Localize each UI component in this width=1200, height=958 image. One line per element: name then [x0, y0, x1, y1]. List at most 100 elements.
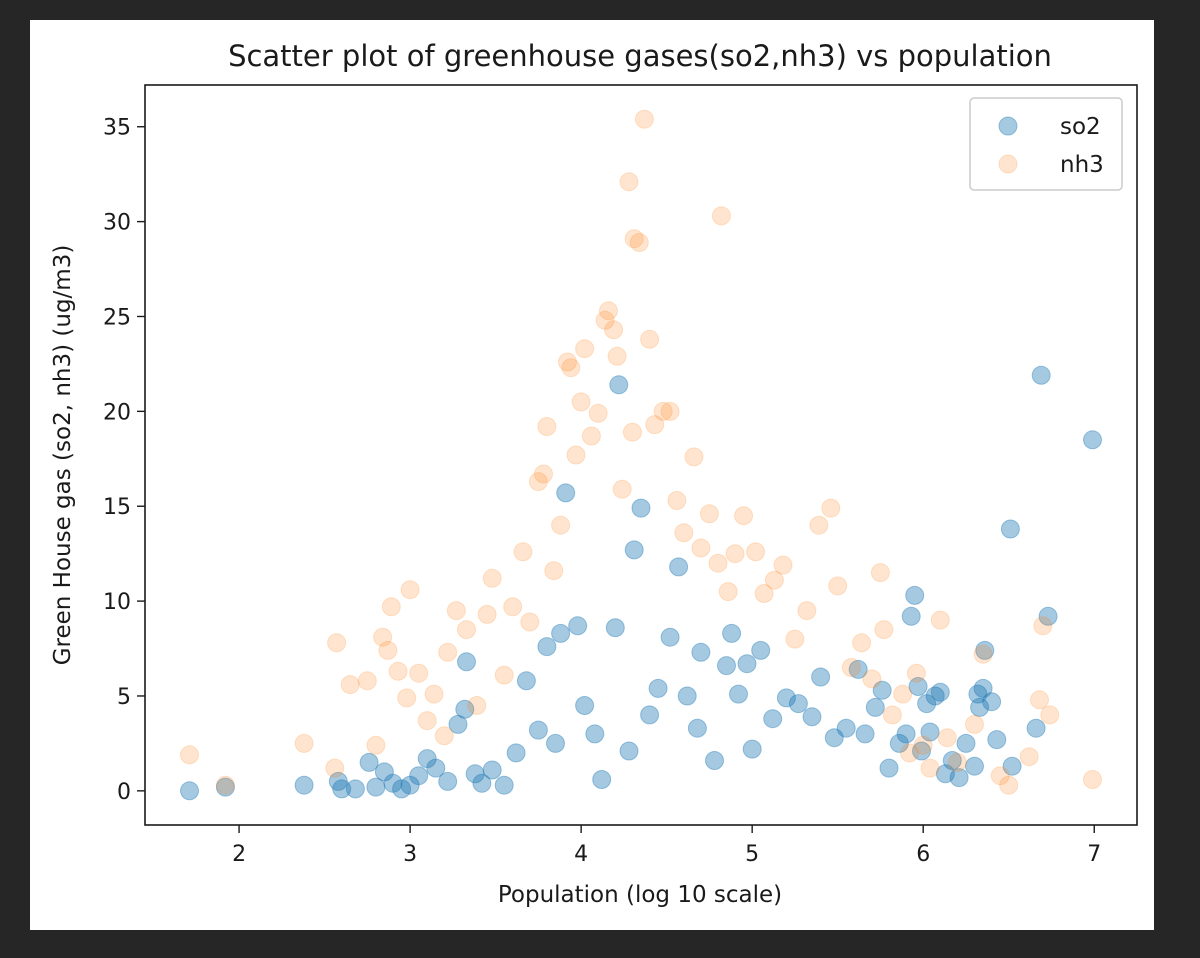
point-so2 [1000, 519, 1020, 539]
point-nh3 [417, 711, 437, 731]
point-so2 [575, 696, 595, 715]
point-nh3 [180, 745, 199, 765]
point-so2 [332, 779, 352, 799]
point-nh3 [520, 612, 540, 632]
points-layer [180, 109, 1102, 801]
point-so2 [605, 618, 625, 638]
point-nh3 [1030, 690, 1049, 710]
point-so2 [457, 652, 476, 672]
point-nh3 [629, 233, 649, 252]
point-nh3 [852, 633, 872, 653]
legend-box [969, 97, 1123, 191]
point-nh3 [378, 640, 398, 660]
point-nh3 [1040, 705, 1060, 725]
chart-title: Scatter plot of greenhouse gases(so2,nh3… [228, 39, 1052, 73]
point-nh3 [841, 658, 861, 677]
x-tick-label: 5 [745, 842, 759, 867]
point-so2 [546, 733, 565, 753]
point-so2 [585, 724, 605, 744]
point-nh3 [1033, 616, 1053, 636]
point-so2 [1002, 756, 1022, 776]
point-so2 [942, 751, 962, 770]
point-nh3 [828, 576, 848, 596]
point-so2 [872, 680, 892, 700]
point-so2 [855, 724, 875, 744]
point-nh3 [913, 735, 933, 755]
point-so2 [965, 756, 984, 776]
point-so2 [180, 781, 199, 801]
point-so2 [624, 540, 644, 560]
point-nh3 [691, 538, 711, 558]
point-so2 [660, 627, 680, 647]
point-so2 [925, 686, 945, 706]
point-so2 [359, 752, 379, 772]
y-tick-label: 35 [103, 116, 131, 141]
y-tick-label: 30 [103, 211, 131, 236]
point-so2 [537, 637, 557, 657]
point-nh3 [482, 568, 502, 588]
point-nh3 [366, 735, 386, 755]
point-nh3 [785, 629, 805, 649]
point-so2 [912, 741, 931, 761]
point-so2 [975, 640, 995, 660]
legend-marker-so2 [998, 116, 1018, 136]
point-nh3 [494, 665, 514, 685]
point-nh3 [640, 329, 660, 349]
y-axis-title: Green House gas (so2, nh3) (ug/m3) [50, 245, 76, 666]
point-nh3 [327, 633, 347, 653]
point-so2 [751, 640, 771, 660]
point-nh3 [575, 339, 595, 359]
point-so2 [392, 779, 412, 799]
point-so2 [763, 709, 783, 729]
point-so2 [705, 751, 724, 770]
point-nh3 [920, 758, 940, 778]
point-nh3 [588, 403, 608, 423]
point-so2 [472, 773, 492, 793]
point-so2 [788, 694, 808, 714]
x-axis-title: Population (log 10 scale) [498, 882, 782, 908]
point-nh3 [973, 644, 993, 664]
point-so2 [294, 775, 314, 795]
point-nh3 [937, 728, 957, 748]
point-nh3 [381, 597, 401, 617]
y-axis: 0 5 10 15 20 25 30 35 [103, 116, 145, 805]
point-nh3 [624, 229, 644, 249]
point-so2 [556, 483, 576, 503]
legend-marker-nh3 [998, 154, 1018, 174]
point-nh3 [534, 464, 553, 484]
series-so2 [180, 365, 1102, 801]
point-nh3 [503, 597, 523, 617]
point-nh3 [711, 206, 731, 226]
point-nh3 [619, 172, 639, 192]
point-so2 [717, 656, 736, 676]
point-so2 [908, 677, 928, 696]
point-so2 [956, 733, 976, 753]
point-nh3 [537, 417, 557, 436]
point-so2 [506, 743, 526, 763]
point-nh3 [746, 542, 766, 562]
point-nh3 [906, 663, 926, 683]
point-nh3 [595, 310, 615, 330]
point-so2 [896, 724, 916, 744]
point-nh3 [667, 491, 687, 510]
point-nh3 [684, 447, 704, 467]
point-nh3 [544, 561, 564, 581]
point-so2 [930, 682, 950, 702]
point-nh3 [325, 758, 345, 778]
point-so2 [691, 642, 711, 662]
point-so2 [345, 779, 365, 799]
point-so2 [383, 773, 403, 793]
point-nh3 [604, 320, 624, 340]
point-nh3 [446, 601, 466, 621]
point-so2 [516, 671, 536, 691]
point-nh3 [566, 445, 586, 465]
point-so2 [687, 718, 707, 738]
point-nh3 [400, 580, 420, 600]
point-so2 [400, 775, 420, 795]
point-so2 [737, 654, 757, 674]
point-so2 [973, 678, 993, 698]
point-nh3 [409, 663, 429, 683]
point-so2 [970, 697, 990, 717]
point-nh3 [434, 726, 454, 746]
point-so2 [722, 623, 742, 643]
